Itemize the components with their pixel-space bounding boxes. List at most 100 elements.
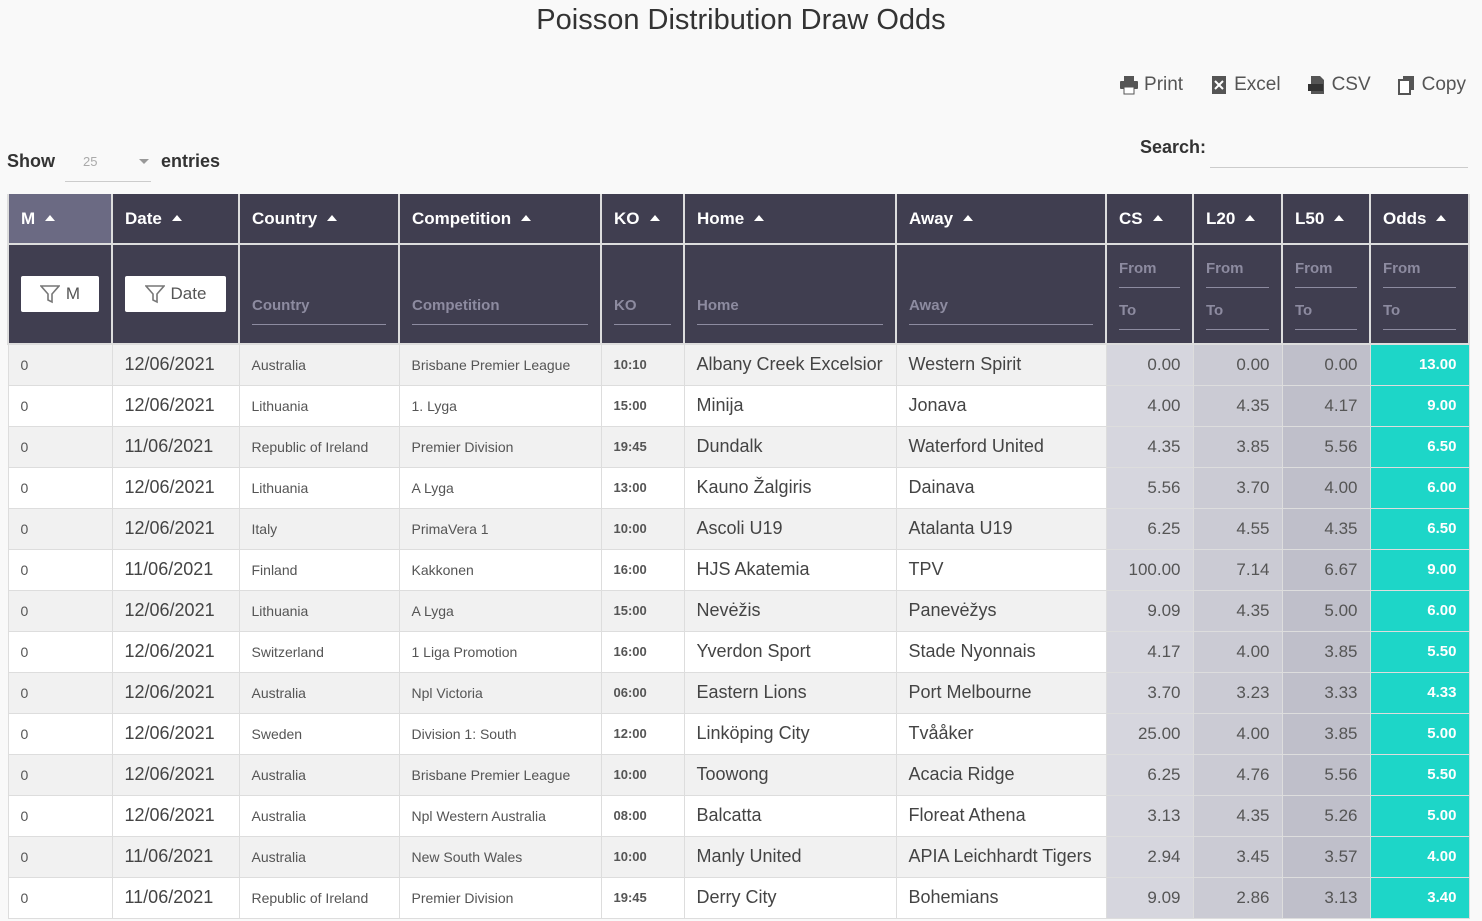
table-row: 0 12/06/2021 Italy PrimaVera 1 10:00 Ascoli U… [7,507,1470,550]
column-header[interactable]: CS [1105,194,1194,245]
filter-cell: Home [683,243,897,345]
table-cell: Ascoli U19 [683,507,897,550]
table-cell: 5.26 [1281,794,1371,837]
range-to[interactable]: To [1119,300,1180,330]
table-row: 0 12/06/2021 Australia Npl Western Australi… [7,794,1470,837]
table-cell: Sweden [238,712,400,755]
export-button[interactable]: Excel [1209,74,1281,96]
table-cell: Lithuania [238,384,400,427]
filter-input[interactable]: Home [697,293,883,325]
table-cell: Minija [683,384,897,427]
search-input[interactable] [1210,137,1469,168]
filter-label: M [65,284,81,303]
column-header[interactable]: Home [683,194,897,245]
column-header[interactable]: Away [895,194,1107,245]
table-cell: Linköping City [683,712,897,755]
filter-input[interactable]: Competition [412,293,588,325]
range-from[interactable]: From [1383,258,1456,288]
table-cell: 3.85 [1192,425,1283,468]
table-cell: 16:00 [600,630,685,673]
table-cell: Kauno Žalgiris [683,466,897,509]
column-header[interactable]: KO [600,194,685,245]
table-cell: 0 [7,466,113,509]
table-cell: 5.00 [1369,712,1470,755]
table-row: 0 11/06/2021 Republic of Ireland Premier Di… [7,425,1470,468]
table-cell: 0 [7,671,113,714]
entries-label: entries [161,150,221,171]
filter-cell: Competition [398,243,602,345]
filter-input[interactable]: Away [909,293,1093,325]
table-cell: 3.70 [1105,671,1194,714]
icon [1397,76,1414,95]
range-from[interactable]: From [1119,258,1180,288]
column-title: Country [252,208,318,228]
table-cell: 0 [7,384,113,427]
table-cell: Panevėžys [895,589,1107,632]
table-cell: Kakkonen [398,548,602,591]
icon [144,285,165,304]
export-button[interactable]: Copy [1397,74,1466,96]
table-cell: 6.25 [1105,753,1194,796]
column-title: L20 [1206,208,1236,228]
table-cell: 1. Lyga [398,384,602,427]
table-cell: PrimaVera 1 [398,507,602,550]
table-cell: 6.50 [1369,507,1470,550]
table-cell: 7.14 [1192,548,1283,591]
table-cell: Npl Western Australia [398,794,602,837]
export-button[interactable]: CSV [1307,74,1371,96]
table-cell: Derry City [683,876,897,919]
table-cell: Premier Division [398,876,602,919]
table-cell: 0 [7,589,113,632]
table-cell: 12/06/2021 [111,794,240,837]
range-to[interactable]: To [1295,300,1357,330]
table-cell: 10:00 [600,507,685,550]
range-from[interactable]: From [1206,258,1269,288]
table-cell: Atalanta U19 [895,507,1107,550]
table-cell: 12/06/2021 [111,343,240,386]
range-from[interactable]: From [1295,258,1357,288]
table-cell: 0.00 [1281,343,1371,386]
table-cell: 6.67 [1281,548,1371,591]
sort-arrow [327,210,338,221]
column-header[interactable]: L50 [1281,194,1371,245]
column-header[interactable]: Date [111,194,240,245]
filter-cell: M [7,243,113,345]
length-select[interactable]: 25 [65,148,151,182]
column-header[interactable]: Odds [1369,194,1470,245]
export-button[interactable]: Print [1119,74,1183,96]
odds-table: M Date Country Competition KO Home Away CS L20 L5… [7,194,1470,919]
table-cell: 3.13 [1281,876,1371,919]
column-header[interactable]: M [7,194,113,245]
filter-input[interactable]: Country [252,293,386,325]
table-cell: 9.09 [1105,589,1194,632]
search-label: Search: [1140,137,1207,157]
filter-input[interactable]: KO [614,293,671,325]
column-title: L50 [1295,208,1325,228]
table-cell: 0 [7,835,113,878]
table-cell: 3.85 [1281,712,1371,755]
icon [1120,76,1139,95]
table-cell: 6.25 [1105,507,1194,550]
table-cell: Lithuania [238,589,400,632]
table-cell: 3.40 [1369,876,1470,919]
column-title: Competition [412,208,512,228]
column-header[interactable]: Competition [398,194,602,245]
column-title: Date [125,208,162,228]
table-cell: Dainava [895,466,1107,509]
filter-row: M Date Country Competition KO Home Away From To F… [7,243,1470,345]
column-header[interactable]: Country [238,194,400,245]
column-header[interactable]: L20 [1192,194,1283,245]
sort-arrow [171,210,182,221]
table-cell: Lithuania [238,466,400,509]
table-cell: 10:10 [600,343,685,386]
table-cell: 11/06/2021 [111,548,240,591]
table-row: 0 11/06/2021 Australia New South Wales 10:00… [7,835,1470,878]
range-to[interactable]: To [1206,300,1269,330]
range-to[interactable]: To [1383,300,1456,330]
table-cell: 13.00 [1369,343,1470,386]
filter-button[interactable]: M [21,276,99,312]
column-title: Odds [1383,208,1427,228]
column-title: Away [909,208,954,228]
column-title: Home [697,208,745,228]
filter-button[interactable]: Date [125,276,226,312]
